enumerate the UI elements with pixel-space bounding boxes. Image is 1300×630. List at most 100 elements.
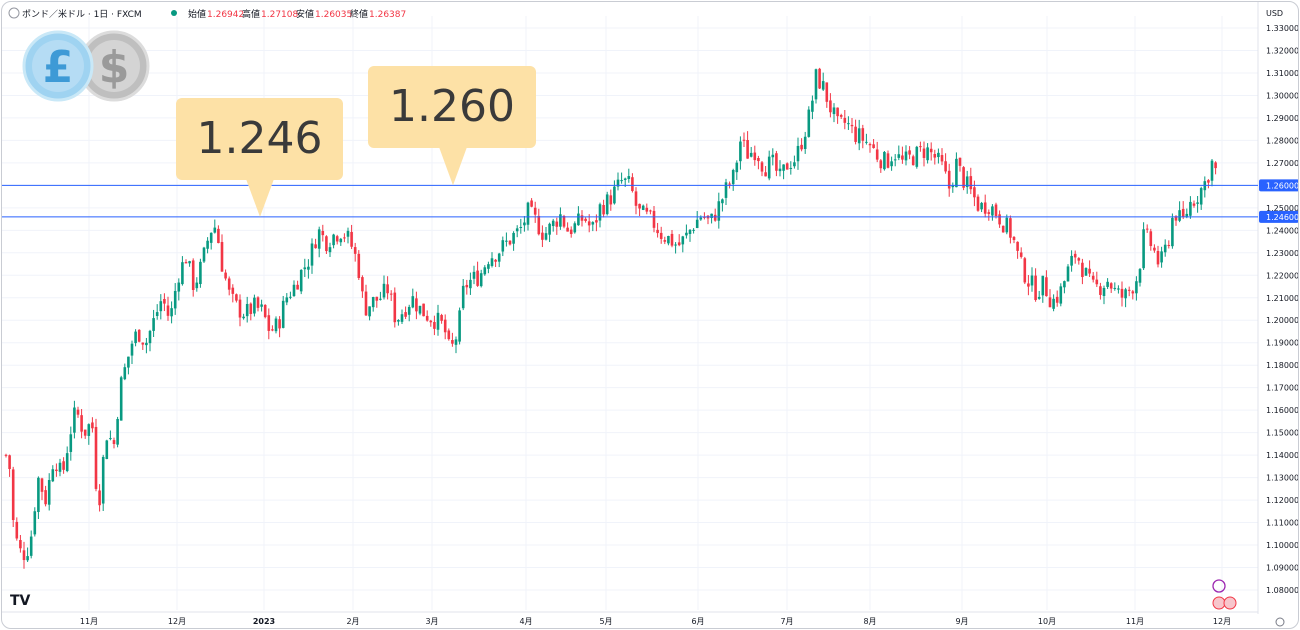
candle-body — [1019, 252, 1023, 257]
candle-body — [472, 271, 476, 279]
candle — [1117, 285, 1120, 294]
candle-body — [465, 284, 469, 288]
candle — [1034, 268, 1037, 302]
candle — [584, 217, 587, 223]
candle — [533, 201, 537, 223]
candle-body — [1045, 277, 1048, 297]
candle — [955, 152, 958, 188]
candle — [865, 133, 868, 145]
candle-body — [181, 262, 184, 285]
candle-body — [155, 312, 159, 316]
candle — [663, 236, 667, 245]
candle — [285, 293, 289, 306]
candle — [1214, 161, 1217, 175]
candle — [688, 228, 692, 242]
candle — [1181, 201, 1185, 220]
price-marker — [1259, 179, 1298, 192]
candle-body — [335, 236, 339, 242]
candle — [51, 465, 55, 483]
candle — [832, 103, 836, 123]
candle — [713, 208, 717, 222]
candle — [739, 136, 742, 170]
candle-body — [1156, 250, 1160, 265]
candle-body — [825, 82, 829, 102]
candle-body — [861, 128, 865, 141]
candle-body — [1135, 281, 1138, 294]
candle — [821, 72, 825, 91]
candle-body — [501, 240, 505, 252]
candle-body — [634, 191, 638, 206]
event-icons — [1212, 579, 1285, 627]
candle-body — [872, 144, 875, 149]
candle — [181, 256, 184, 286]
candle-body — [573, 223, 577, 233]
candle-body — [955, 158, 958, 188]
candle-body — [757, 157, 760, 162]
candle-body — [760, 162, 764, 172]
candle — [231, 284, 235, 303]
time-tick-label: 7月 — [780, 617, 793, 626]
candle-body — [397, 320, 400, 322]
candle-body — [1016, 241, 1019, 251]
candle-body — [166, 305, 170, 316]
candle — [1189, 196, 1192, 219]
candle-body — [1192, 203, 1196, 206]
candle-body — [130, 343, 134, 356]
candle-body — [425, 315, 429, 321]
candle-body — [883, 151, 886, 170]
candle — [47, 473, 51, 511]
candle-body — [1127, 289, 1131, 291]
ohlc-value: 1.27108 — [261, 10, 298, 20]
candle-body — [526, 202, 530, 225]
candle-body — [638, 203, 641, 209]
candle — [11, 466, 15, 528]
candle — [555, 217, 559, 235]
candle — [505, 232, 508, 247]
candle-body — [613, 186, 616, 204]
candle-body — [915, 146, 919, 167]
candle — [184, 259, 188, 264]
candle — [217, 225, 220, 244]
candle-body — [1091, 275, 1095, 280]
candle-body — [544, 233, 548, 240]
candle-body — [368, 306, 371, 317]
candle — [850, 117, 854, 134]
candle — [346, 227, 350, 244]
candle — [1163, 239, 1167, 257]
candle — [436, 304, 440, 336]
candle — [458, 307, 461, 345]
candle-body — [281, 300, 285, 328]
candle-body — [98, 490, 101, 506]
callout-label: 1.260 — [389, 81, 515, 132]
candle-body — [296, 284, 299, 290]
candle — [476, 261, 479, 287]
candle — [303, 258, 307, 278]
candle-body — [847, 123, 850, 125]
candle — [933, 149, 937, 165]
candle — [371, 296, 375, 312]
price-tick-label: 1.27000 — [1266, 159, 1299, 168]
time-tick-label: 12月 — [1213, 617, 1231, 626]
candle — [33, 507, 37, 537]
candle-body — [173, 290, 177, 309]
candle — [753, 145, 757, 166]
candle-body — [1181, 208, 1185, 217]
candle — [994, 202, 998, 219]
candle-body — [1070, 255, 1073, 266]
candle — [746, 131, 749, 159]
candle-body — [548, 223, 551, 235]
candle-body — [947, 170, 951, 189]
candle — [332, 233, 335, 249]
time-tick-label: 8月 — [863, 617, 876, 626]
candle-body — [119, 377, 123, 421]
candle — [127, 356, 130, 375]
price-tick-label: 1.17000 — [1266, 384, 1299, 393]
candle-body — [674, 244, 677, 246]
candle-body — [710, 213, 713, 218]
candle-body — [1005, 217, 1009, 233]
candle-body — [800, 144, 803, 150]
candle-body — [76, 409, 80, 415]
candle-body — [386, 284, 389, 294]
candle — [667, 235, 670, 246]
